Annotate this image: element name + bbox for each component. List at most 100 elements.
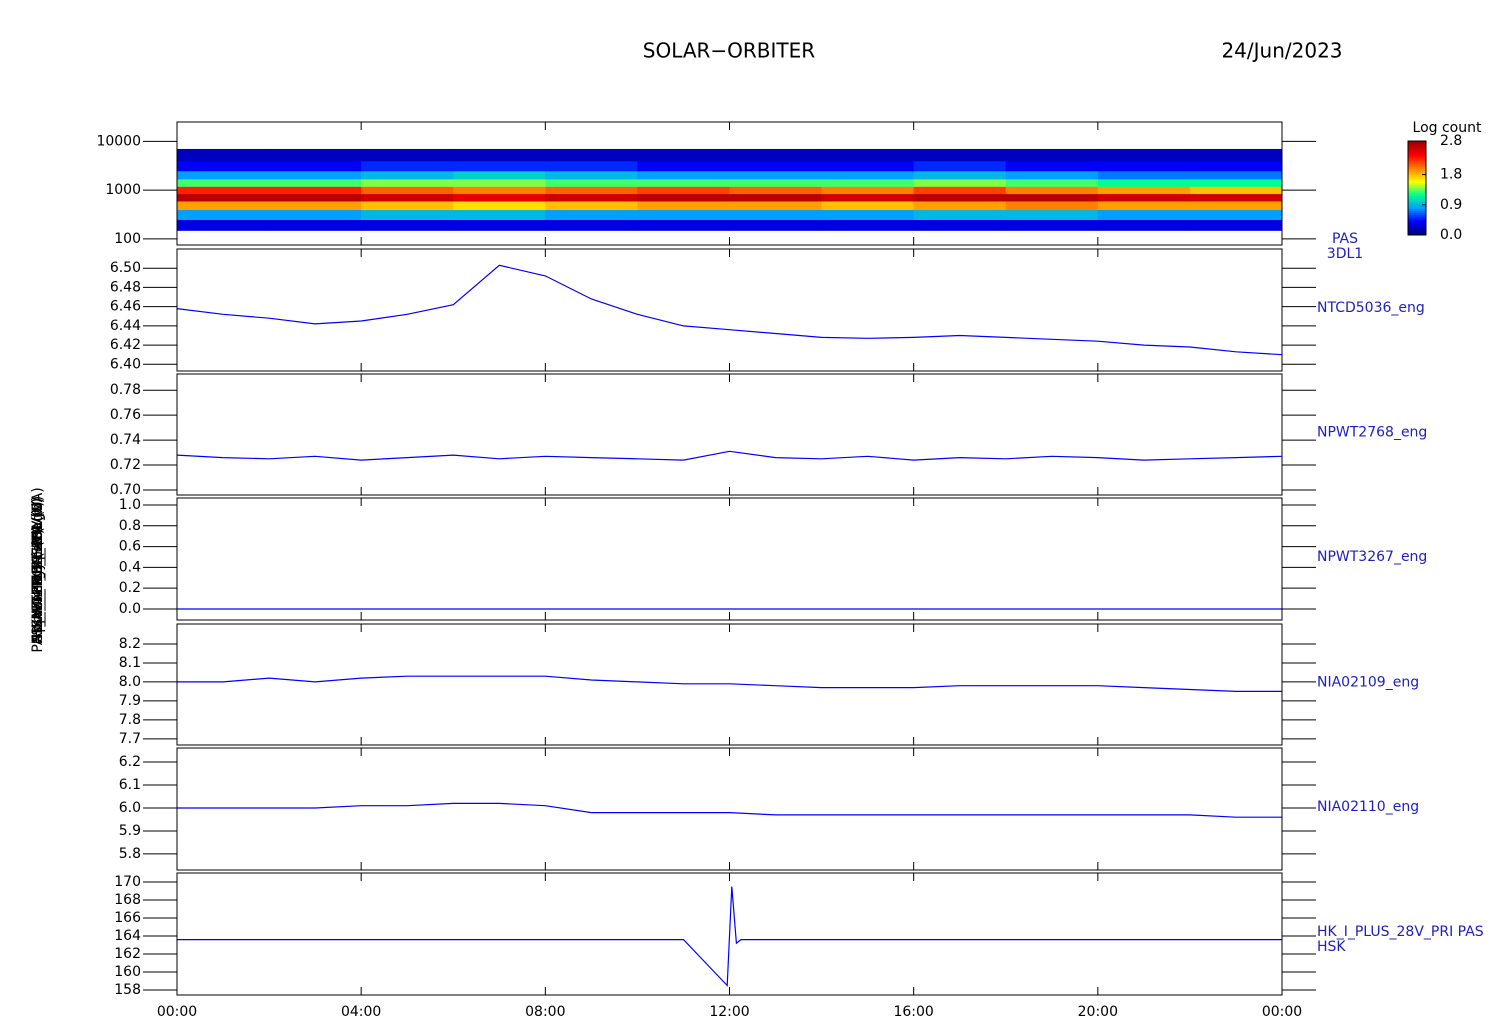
- heat-cell: [177, 200, 270, 211]
- colorbar-tick-label: 0.9: [1440, 197, 1462, 213]
- data-line: [177, 802, 1282, 818]
- heat-cell: [913, 160, 1007, 172]
- heat-cell: [269, 209, 362, 221]
- heat-cell: [453, 193, 546, 202]
- heat-cell: [361, 170, 454, 180]
- heat-cell: [361, 178, 454, 187]
- colorbar-swatch: [1408, 145, 1426, 148]
- heat-cell: [729, 148, 823, 162]
- heat-cell: [637, 200, 730, 211]
- heat-cell: [269, 170, 362, 180]
- heat-cell: [177, 148, 270, 162]
- y-tick-label: 0.78: [110, 382, 141, 398]
- heat-cell: [453, 219, 546, 231]
- heat-cell: [269, 186, 362, 195]
- colorbar-swatch: [1408, 185, 1426, 188]
- heat-cell: [729, 219, 823, 231]
- y-tick-label: 6.0: [119, 800, 141, 816]
- y-tick-label: 0.74: [110, 432, 141, 448]
- heat-cell: [453, 200, 546, 211]
- colorbar-swatch: [1408, 223, 1426, 226]
- y-tick-label: 7.9: [119, 693, 141, 709]
- heat-cell: [913, 209, 1007, 221]
- heat-cell: [545, 193, 638, 202]
- heat-cell: [913, 219, 1007, 231]
- panel-label: NIA02110_eng: [1317, 799, 1419, 815]
- heat-cell: [821, 178, 915, 187]
- heat-cell: [1097, 186, 1191, 195]
- colorbar-swatch: [1408, 231, 1426, 234]
- x-tick-label: 00:00: [157, 1004, 197, 1020]
- heat-cell: [821, 193, 915, 202]
- colorbar-swatch: [1408, 157, 1426, 160]
- x-tick-label: 16:00: [893, 1004, 933, 1020]
- y-tick-label: 162: [114, 946, 141, 962]
- colorbar-label: Log count: [1413, 120, 1482, 136]
- y-tick-label: 168: [114, 892, 141, 908]
- heat-cell: [913, 193, 1007, 202]
- y-axis-label: HK_V_PLUS_16V (V): [30, 501, 46, 638]
- heat-cell: [545, 178, 638, 187]
- panel-label: 3DL1: [1327, 246, 1363, 262]
- y-tick-label: 0.72: [110, 457, 141, 473]
- heat-cell: [1097, 193, 1191, 202]
- colorbar-swatch: [1408, 147, 1426, 150]
- y-axis-label: HK_V_MINUS_16V (V): [30, 496, 46, 644]
- heat-cell: [361, 186, 454, 195]
- colorbar-swatch: [1408, 153, 1426, 156]
- colorbar-swatch: [1408, 211, 1426, 214]
- heat-cell: [1005, 178, 1099, 187]
- heat-cell: [637, 193, 730, 202]
- y-tick-label: 7.8: [119, 712, 141, 728]
- colorbar-swatch: [1408, 193, 1426, 196]
- data-line: [177, 886, 1282, 987]
- colorbar-swatch: [1408, 203, 1426, 206]
- heat-cell: [1005, 209, 1099, 221]
- y-tick-label: 10000: [96, 133, 141, 149]
- y-tick-label: 158: [114, 982, 141, 998]
- y-axis-label: PAS_HK_IMON_PRI (mA): [30, 487, 46, 652]
- heat-cell: [453, 178, 546, 187]
- heat-cell: [177, 186, 270, 195]
- panel-label: HSK: [1317, 939, 1346, 955]
- heat-cell: [1097, 148, 1191, 162]
- data-line: [176, 264, 1283, 356]
- colorbar-swatch: [1408, 191, 1426, 194]
- heat-cell: [821, 200, 915, 211]
- y-axis-label: SWA_TEMP_EAS1 (V): [30, 498, 46, 643]
- x-tick-label: 04:00: [341, 1004, 381, 1020]
- heat-cell: [361, 209, 454, 221]
- colorbar-swatch: [1408, 179, 1426, 182]
- heat-cell: [1005, 193, 1099, 202]
- colorbar-tick-label: 0.0: [1440, 227, 1462, 243]
- panel-frame: [176, 248, 1283, 372]
- heat-cell: [1005, 186, 1099, 195]
- heat-cell: [1005, 219, 1099, 231]
- heat-cell: [545, 170, 638, 180]
- colorbar-swatch: [1408, 189, 1426, 192]
- heat-cell: [1189, 186, 1283, 195]
- heat-cell: [1189, 193, 1283, 202]
- y-axis-label: SWA_T_EAS2 (V): [30, 512, 46, 627]
- colorbar-swatch: [1408, 205, 1426, 208]
- colorbar-swatch: [1408, 167, 1426, 170]
- heat-cell: [545, 209, 638, 221]
- colorbar-swatch: [1408, 151, 1426, 154]
- heat-cell: [1005, 160, 1099, 172]
- y-tick-label: 8.2: [119, 636, 141, 652]
- heat-cell: [637, 219, 730, 231]
- heat-cell: [821, 148, 915, 162]
- heat-cell: [729, 209, 823, 221]
- colorbar-swatch: [1408, 143, 1426, 146]
- y-tick-label: 0.4: [119, 559, 141, 575]
- y-tick-label: 6.46: [110, 299, 141, 315]
- x-tick-label: 08:00: [525, 1004, 565, 1020]
- heat-cell: [177, 209, 270, 221]
- y-tick-label: 164: [114, 928, 141, 944]
- heat-cell: [361, 193, 454, 202]
- date: 24/Jun/2023: [1221, 39, 1342, 63]
- y-tick-label: 8.0: [119, 674, 141, 690]
- colorbar-swatch: [1408, 163, 1426, 166]
- heat-cell: [177, 219, 270, 231]
